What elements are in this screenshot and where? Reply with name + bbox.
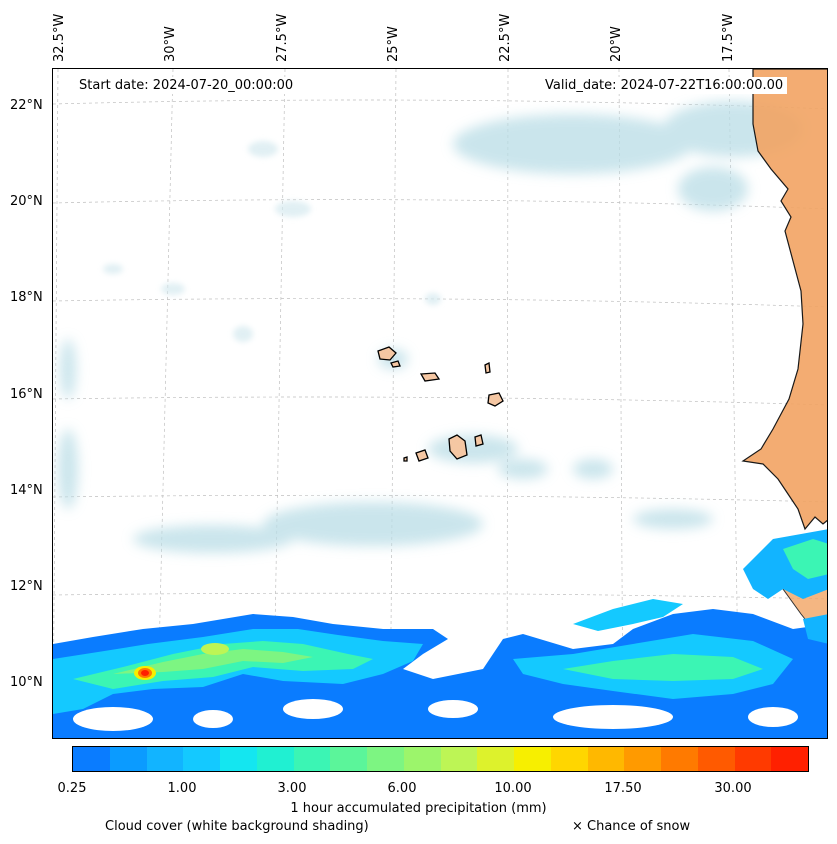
- colorbar-segment: [73, 747, 110, 771]
- colorbar-tick-30.00: 30.00: [714, 781, 752, 796]
- colorbar-segment: [293, 747, 331, 771]
- colorbar-segment: [697, 747, 735, 771]
- lon-label-32.5w: 32.5°W: [52, 13, 67, 62]
- valid-date-label: Valid_date: 2024-07-22T16:00:00.00: [541, 77, 788, 94]
- colorbar-tick-17.50: 17.50: [604, 781, 642, 796]
- lat-label-20n: 20°N: [10, 194, 43, 209]
- cape-verde-islands: [377, 346, 504, 462]
- colorbar-segment: [403, 747, 441, 771]
- cloud-cover-legend: Cloud cover (white background shading): [105, 819, 369, 834]
- cloud-cover-shading: [58, 101, 803, 553]
- precipitation-field: [53, 529, 827, 738]
- colorbar-segment: [440, 747, 478, 771]
- colorbar-segment: [734, 747, 772, 771]
- snow-legend: × Chance of snow: [572, 819, 691, 834]
- colorbar-segment: [587, 747, 625, 771]
- africa-land: [741, 69, 827, 531]
- lat-label-14n: 14°N: [10, 483, 43, 498]
- colorbar-segment: [624, 747, 661, 771]
- lon-label-30w: 30°W: [163, 26, 178, 62]
- precipitation-colorbar: [72, 746, 809, 772]
- colorbar-tick-10.00: 10.00: [494, 781, 532, 796]
- lon-label-17.5w: 17.5°W: [721, 13, 736, 62]
- lon-label-27.5w: 27.5°W: [275, 13, 290, 62]
- colorbar-segment: [550, 747, 588, 771]
- colorbar-label: 1 hour accumulated precipitation (mm): [290, 801, 547, 816]
- lat-label-10n: 10°N: [10, 675, 43, 690]
- lat-label-22n: 22°N: [10, 98, 43, 113]
- colorbar-segment: [367, 747, 404, 771]
- colorbar-tick-0.25: 0.25: [57, 781, 87, 796]
- start-date-label: Start date: 2024-07-20_00:00:00: [75, 77, 298, 94]
- lon-label-25w: 25°W: [386, 26, 401, 62]
- colorbar-segment: [256, 747, 294, 771]
- lat-label-16n: 16°N: [10, 387, 43, 402]
- lon-label-20w: 20°W: [609, 26, 624, 62]
- lat-label-18n: 18°N: [10, 290, 43, 305]
- colorbar-segment: [183, 747, 220, 771]
- lon-label-22.5w: 22.5°W: [498, 13, 513, 62]
- colorbar-tick-3.00: 3.00: [277, 781, 307, 796]
- lat-label-12n: 12°N: [10, 579, 43, 594]
- colorbar-tick-6.00: 6.00: [387, 781, 417, 796]
- colorbar-segment: [514, 747, 551, 771]
- thin-cloud-patches: [103, 141, 441, 342]
- map-canvas: [53, 69, 827, 738]
- colorbar-segment: [146, 747, 184, 771]
- colorbar-segment: [109, 747, 147, 771]
- colorbar-segment: [220, 747, 257, 771]
- colorbar-segment: [771, 747, 808, 771]
- colorbar-segment: [477, 747, 514, 771]
- colorbar-tick-1.00: 1.00: [167, 781, 197, 796]
- map-panel: [52, 68, 828, 739]
- colorbar-segment: [661, 747, 698, 771]
- colorbar-segment: [330, 747, 367, 771]
